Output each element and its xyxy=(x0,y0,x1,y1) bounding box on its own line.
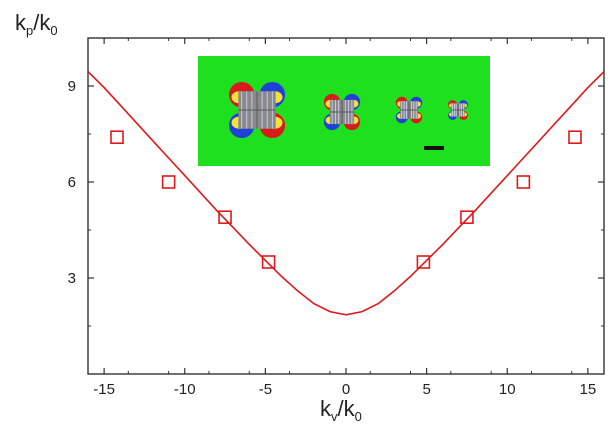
scale-bar xyxy=(424,146,444,150)
x-tick-label: -15 xyxy=(93,381,115,398)
x-tick-label: -5 xyxy=(259,381,272,398)
data-point xyxy=(261,255,276,269)
y-tick-label: 6 xyxy=(68,174,76,191)
data-point xyxy=(516,175,531,189)
y-axis-label: kp/k0 xyxy=(15,10,58,38)
x-tick-label: -10 xyxy=(174,381,196,398)
x-tick-label: 0 xyxy=(342,381,350,398)
data-point xyxy=(218,210,232,224)
data-markers xyxy=(110,130,582,269)
x-tick-label: 10 xyxy=(499,381,516,398)
y-tick-label: 3 xyxy=(68,270,76,287)
y-tick-label: 9 xyxy=(68,78,76,95)
fit-line xyxy=(88,71,604,316)
inset-field-map xyxy=(198,56,490,166)
data-point xyxy=(161,175,176,189)
data-point xyxy=(568,130,582,144)
x-tick-label: 15 xyxy=(580,381,597,398)
data-point xyxy=(460,210,474,224)
x-tick-label: 5 xyxy=(422,381,430,398)
data-point xyxy=(110,130,124,144)
fit-curve xyxy=(88,71,604,316)
data-point xyxy=(416,255,431,269)
x-axis-label: kv/k0 xyxy=(320,396,362,424)
axis-ticks: -15 -10 -5 0 5 10 15 3 6 9 xyxy=(68,38,604,398)
